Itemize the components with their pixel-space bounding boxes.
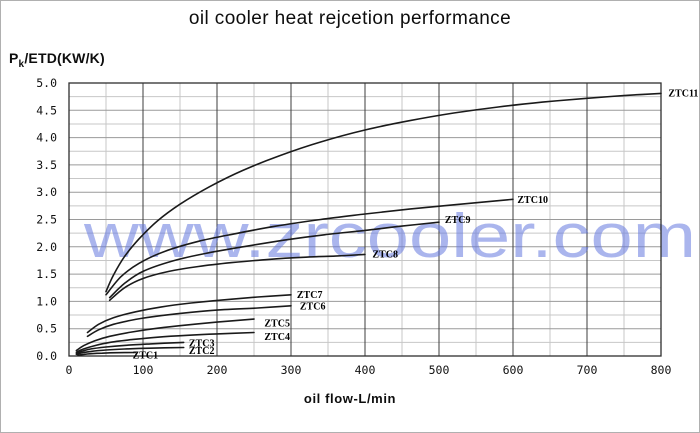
x-tick-label: 700 xyxy=(577,363,598,377)
series-ztc3-label: ZTC3 xyxy=(189,339,215,350)
x-tick-label: 800 xyxy=(651,363,672,377)
y-tick-label: 4.0 xyxy=(36,131,57,145)
series-ztc9-line xyxy=(108,221,440,299)
x-tick-label: 400 xyxy=(355,363,376,377)
x-tick-label: 500 xyxy=(429,363,450,377)
y-tick-label: 5.0 xyxy=(36,76,57,90)
y-axis-title-rest: /ETD(KW/K) xyxy=(24,50,105,66)
y-tick-label: 4.5 xyxy=(36,103,57,117)
series-ztc11-line xyxy=(105,92,662,293)
y-axis-title-main: P xyxy=(9,50,19,66)
y-tick-label: 0.0 xyxy=(36,349,57,363)
y-axis-title-sub: k xyxy=(18,58,25,70)
y-tick-label: 1.5 xyxy=(36,267,57,281)
x-tick-label: 200 xyxy=(207,363,228,377)
y-axis-title: Pk/ETD(KW/K) xyxy=(9,50,105,70)
series-ztc1-line xyxy=(77,351,137,356)
series-ztc6-line xyxy=(86,305,292,338)
series-ztc11-label: ZTC11 xyxy=(668,88,698,99)
y-tick-label: 1.0 xyxy=(36,294,57,308)
y-tick-label: 3.5 xyxy=(36,158,57,172)
y-tick-label: 3.0 xyxy=(36,185,57,199)
series-ztc2-line xyxy=(75,346,185,356)
y-tick-label: 0.5 xyxy=(36,322,57,336)
series-ztc3-line xyxy=(75,341,185,355)
series-ztc1-label: ZTC1 xyxy=(133,351,159,362)
series-ztc5-line xyxy=(75,318,255,352)
x-tick-label: 0 xyxy=(66,363,73,377)
series-ztc7-label: ZTC7 xyxy=(297,290,323,301)
series-ztc6-label: ZTC6 xyxy=(300,301,326,312)
series-ztc10-line xyxy=(105,198,514,296)
x-tick-label: 300 xyxy=(281,363,302,377)
y-tick-label: 2.0 xyxy=(36,240,57,254)
series-ztc8-line xyxy=(108,253,366,302)
x-tick-label: 600 xyxy=(503,363,524,377)
watermark-text: www.zrcooler.com xyxy=(83,202,696,271)
series-ztc8-label: ZTC8 xyxy=(372,249,398,260)
series-ztc5-label: ZTC5 xyxy=(264,319,290,330)
series-ztc7-line xyxy=(86,294,292,334)
x-axis-title: oil flow-L/min xyxy=(303,391,397,406)
series-ztc2-label: ZTC2 xyxy=(189,346,215,357)
series-ztc4-label: ZTC4 xyxy=(264,332,290,343)
x-tick-label: 100 xyxy=(133,363,154,377)
y-tick-label: 2.5 xyxy=(36,213,57,227)
plot-border xyxy=(68,82,662,357)
series-ztc9-label: ZTC9 xyxy=(445,215,471,226)
chart-title: oil cooler heat rejcetion performance xyxy=(188,8,512,29)
series-ztc10-label: ZTC10 xyxy=(517,195,548,206)
series-ztc4-line xyxy=(75,331,255,353)
